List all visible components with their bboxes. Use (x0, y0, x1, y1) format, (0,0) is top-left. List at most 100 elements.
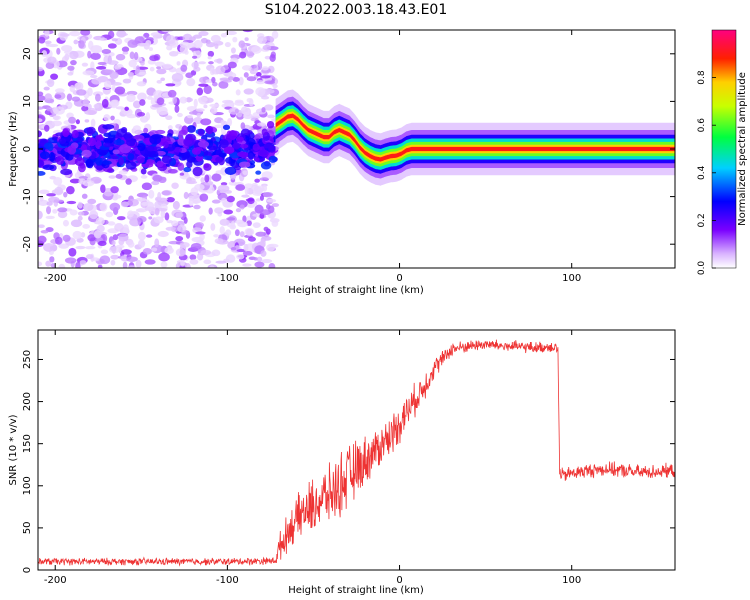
noise-blob (120, 201, 129, 208)
noise-blob-core (118, 156, 125, 166)
y-tick-label: 100 (22, 476, 33, 495)
noise-blob-core (38, 171, 46, 176)
noise-blob (136, 111, 146, 117)
noise-blob (110, 115, 115, 121)
noise-blob-core (215, 156, 224, 163)
noise-blob (38, 95, 46, 102)
x-tick-label: -100 (216, 575, 239, 586)
x-tick-label: 0 (396, 273, 402, 284)
noise-blob (214, 43, 219, 49)
noise-blob (46, 106, 53, 112)
noise-blob-core (134, 149, 140, 155)
noise-blob (235, 184, 246, 191)
noise-blob (263, 226, 269, 232)
noise-blob (216, 58, 223, 64)
noise-blob (69, 209, 78, 216)
noise-blob (121, 46, 130, 53)
noise-blob-core (218, 152, 227, 158)
noise-blob-core (161, 155, 173, 164)
noise-blob (165, 83, 176, 87)
noise-blob-core (191, 147, 201, 155)
noise-blob (207, 55, 212, 60)
noise-blob (256, 72, 262, 77)
noise-blob (167, 89, 177, 98)
noise-blob (108, 246, 121, 254)
y-tick-label: 0 (22, 567, 33, 573)
noise-blob-core (177, 162, 185, 171)
noise-blob-core (253, 157, 260, 162)
noise-blob (140, 60, 145, 66)
noise-blob (192, 199, 199, 204)
noise-blob (69, 50, 79, 60)
noise-blob (223, 209, 233, 215)
noise-blob (165, 115, 173, 121)
noise-blob (208, 61, 214, 65)
noise-blob (46, 78, 55, 88)
noise-blob (230, 47, 236, 54)
noise-blob (107, 43, 117, 49)
noise-blob-core (183, 137, 195, 147)
noise-blob (196, 112, 202, 118)
noise-blob-core (103, 142, 112, 148)
spectrogram-y-ticks: -20 -10 0 10 20 (22, 47, 675, 252)
noise-blob (90, 61, 95, 70)
noise-blob (234, 108, 239, 114)
noise-blob (239, 231, 245, 238)
noise-blob (224, 42, 231, 48)
noise-blob (193, 98, 198, 108)
noise-blob (262, 88, 275, 94)
noise-blob (242, 250, 253, 256)
noise-blob (260, 250, 267, 257)
noise-blob (226, 217, 236, 221)
noise-blob (169, 50, 179, 57)
noise-blob (46, 206, 52, 215)
noise-blob (82, 224, 91, 229)
noise-blob (56, 47, 61, 55)
noise-blob-core (222, 124, 231, 131)
noise-blob (66, 93, 73, 102)
noise-blob (97, 264, 103, 268)
noise-blob (261, 66, 269, 71)
noise-blob (241, 65, 252, 71)
noise-blob (190, 187, 199, 196)
noise-blob-core (224, 166, 237, 175)
noise-blob (66, 200, 77, 205)
noise-blob (95, 217, 105, 225)
snr-series-line (38, 339, 675, 567)
noise-blob (90, 52, 101, 60)
noise-blob-core (261, 128, 268, 136)
colorbar: 0.0 0.2 0.4 0.6 0.8 Normalized spectral ampl… (697, 29, 748, 275)
noise-blob-core (183, 166, 192, 173)
noise-blob (171, 182, 179, 190)
noise-blob (87, 234, 96, 242)
noise-blob-core (266, 120, 275, 129)
noise-blob (83, 98, 90, 107)
noise-blob (175, 81, 182, 86)
noise-blob (211, 173, 222, 182)
noise-blob (72, 230, 83, 240)
noise-blob (211, 249, 221, 257)
noise-blob (215, 260, 227, 264)
noise-blob-core (60, 168, 73, 176)
noise-blob (256, 36, 268, 45)
noise-blob (47, 43, 59, 48)
noise-blob (230, 246, 237, 251)
noise-blob (126, 93, 136, 103)
noise-blob (84, 119, 90, 123)
noise-blob (220, 182, 228, 186)
noise-blob (81, 105, 89, 112)
noise-blob (179, 242, 190, 248)
noise-blob (138, 71, 147, 76)
noise-blob (107, 30, 115, 39)
noise-blob-core (149, 134, 162, 145)
noise-blob (157, 230, 169, 238)
noise-blob (165, 226, 177, 231)
noise-blob (120, 249, 132, 255)
noise-blob (68, 247, 77, 257)
colorbar-ticks: 0.0 0.2 0.4 0.6 0.8 (697, 70, 716, 275)
noise-blob (137, 92, 147, 101)
noise-blob (133, 52, 139, 60)
noise-blob (66, 186, 75, 195)
noise-blob-core (51, 136, 59, 141)
noise-blob (253, 186, 263, 195)
